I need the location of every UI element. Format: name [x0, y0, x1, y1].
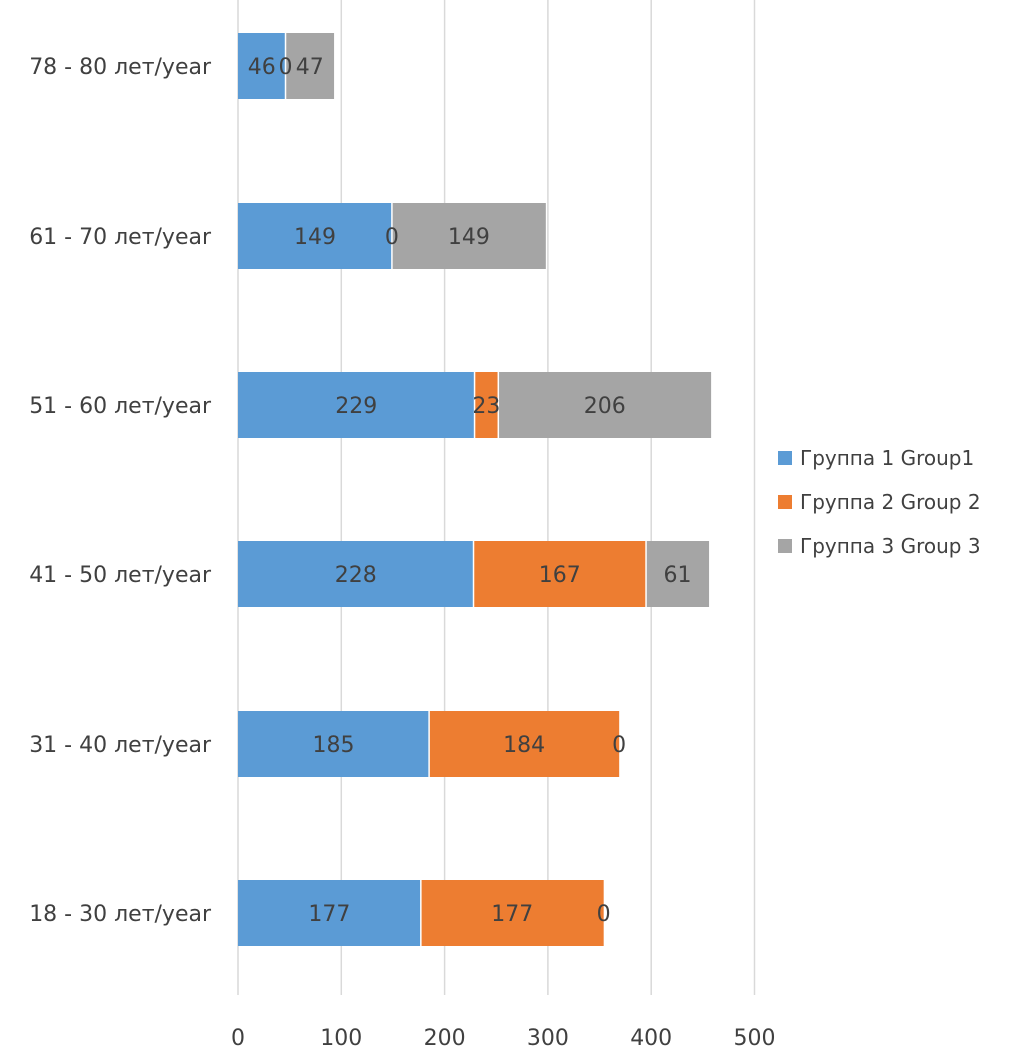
legend-swatch-group-3 [778, 539, 792, 553]
data-label-group-3: 61 [664, 563, 692, 588]
category-label: 31 - 40 лет/year [29, 733, 212, 758]
bar-segment-group-2 [473, 541, 647, 607]
bar-segment-group-1 [238, 203, 392, 269]
category-label: 51 - 60 лет/year [29, 394, 212, 419]
legend-swatch-group-1 [778, 451, 792, 465]
data-label-group-1: 149 [294, 225, 336, 250]
data-label-group-2: 23 [472, 394, 500, 419]
legend-label-group-2: Группа 2 Group 2 [800, 490, 981, 514]
bar-segment-group-2 [420, 880, 604, 946]
data-label-group-3: 149 [448, 225, 490, 250]
x-tick-label-0: 0 [231, 1026, 245, 1051]
category-label: 61 - 70 лет/year [29, 225, 212, 250]
category-label: 18 - 30 лет/year [29, 902, 212, 927]
bar-segment-group-2 [429, 711, 620, 777]
bar-segment-group-1 [238, 541, 474, 607]
bar-segment-group-3 [285, 33, 335, 99]
bars [238, 33, 712, 946]
category-label: 78 - 80 лет/year [29, 55, 212, 80]
data-label-group-3: 0 [612, 733, 626, 758]
bar-segment-group-2 [474, 372, 499, 438]
bar-segment-group-1 [238, 372, 475, 438]
data-label-group-1: 185 [313, 733, 355, 758]
legend-label-group-1: Группа 1 Group1 [800, 446, 975, 470]
data-label-group-2: 184 [503, 733, 545, 758]
gridlines [237, 0, 756, 995]
data-label-group-1: 229 [335, 394, 377, 419]
bar-segment-group-1 [238, 711, 430, 777]
data-label-group-2: 0 [279, 55, 293, 80]
data-label-group-3: 47 [296, 55, 324, 80]
legend-item-group-2: Группа 2 Group 2 [778, 480, 1028, 524]
category-labels: 78 - 80 лет/year 61 - 70 лет/year 51 - 60 … [29, 55, 212, 927]
legend: Группа 1 Group1 Группа 2 Group 2 Группа … [778, 436, 1028, 568]
bar-segment-group-1 [238, 880, 421, 946]
x-tick-label-400: 400 [630, 1026, 672, 1051]
legend-item-group-1: Группа 1 Group1 [778, 436, 1028, 480]
data-label-group-2: 0 [385, 225, 399, 250]
data-label-group-1: 46 [248, 55, 276, 80]
data-label-group-3: 0 [597, 902, 611, 927]
data-label-group-1: 177 [308, 902, 350, 927]
data-label-group-2: 177 [491, 902, 533, 927]
x-tick-label-200: 200 [424, 1026, 466, 1051]
x-axis-tick-labels: 0 100 200 300 400 500 [231, 1026, 776, 1051]
x-tick-label-300: 300 [527, 1026, 569, 1051]
bar-segment-group-3 [391, 203, 546, 269]
data-label-group-1: 228 [335, 563, 377, 588]
category-label: 41 - 50 лет/year [29, 563, 212, 588]
x-tick-label-500: 500 [734, 1026, 776, 1051]
bar-segment-group-3 [646, 541, 710, 607]
legend-label-group-3: Группа 3 Group 3 [800, 534, 981, 558]
bar-segment-group-1 [238, 33, 286, 99]
data-label-group-3: 206 [584, 394, 626, 419]
legend-swatch-group-2 [778, 495, 792, 509]
x-tick-label-100: 100 [320, 1026, 362, 1051]
legend-item-group-3: Группа 3 Group 3 [778, 524, 1028, 568]
bar-segment-group-3 [498, 372, 712, 438]
data-label-group-2: 167 [539, 563, 581, 588]
